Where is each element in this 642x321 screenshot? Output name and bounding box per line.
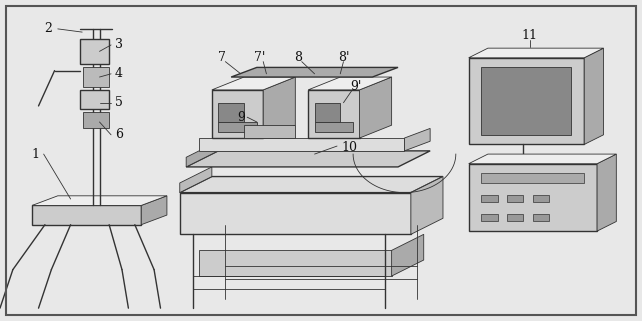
Bar (244, 125, 295, 138)
Polygon shape (360, 77, 392, 138)
Polygon shape (469, 58, 584, 144)
Polygon shape (597, 154, 616, 231)
Polygon shape (141, 196, 167, 225)
Polygon shape (308, 77, 392, 90)
Bar (507, 195, 523, 202)
Polygon shape (404, 128, 430, 151)
Bar (482, 173, 584, 183)
Polygon shape (411, 177, 443, 234)
Polygon shape (32, 205, 141, 225)
Text: 9: 9 (237, 111, 245, 124)
Bar (218, 103, 244, 122)
Polygon shape (469, 154, 616, 164)
Bar (80, 39, 109, 64)
Bar (482, 214, 498, 221)
Text: 5: 5 (115, 96, 123, 109)
Text: 1: 1 (31, 148, 39, 160)
Text: 7': 7' (254, 51, 266, 64)
Polygon shape (469, 164, 597, 231)
Text: 9': 9' (351, 80, 362, 93)
Polygon shape (180, 167, 212, 193)
Bar (315, 103, 340, 122)
Polygon shape (186, 151, 430, 167)
Polygon shape (180, 193, 411, 234)
Polygon shape (584, 48, 603, 144)
Bar (80, 90, 109, 109)
Bar (507, 214, 523, 221)
Text: 8: 8 (295, 51, 302, 64)
Text: 11: 11 (522, 29, 537, 42)
Bar (83, 112, 109, 128)
Text: 6: 6 (115, 128, 123, 141)
Text: 10: 10 (342, 141, 358, 154)
Polygon shape (212, 77, 295, 90)
Text: 4: 4 (115, 67, 123, 80)
Bar (315, 122, 353, 132)
Text: 3: 3 (115, 39, 123, 51)
Polygon shape (231, 67, 398, 77)
Polygon shape (180, 177, 443, 193)
Polygon shape (212, 90, 263, 138)
Bar (533, 214, 549, 221)
Text: 2: 2 (44, 22, 52, 35)
Polygon shape (199, 250, 392, 276)
Text: 8': 8' (338, 51, 349, 64)
Bar (218, 122, 257, 132)
Bar (83, 67, 109, 87)
Polygon shape (308, 90, 360, 138)
Polygon shape (199, 138, 404, 151)
Bar (482, 67, 571, 135)
Bar (482, 195, 498, 202)
Bar (533, 195, 549, 202)
Polygon shape (186, 141, 218, 167)
Polygon shape (263, 77, 295, 138)
Text: 7: 7 (218, 51, 225, 64)
Polygon shape (392, 234, 424, 276)
Polygon shape (469, 48, 603, 58)
Polygon shape (32, 196, 167, 205)
